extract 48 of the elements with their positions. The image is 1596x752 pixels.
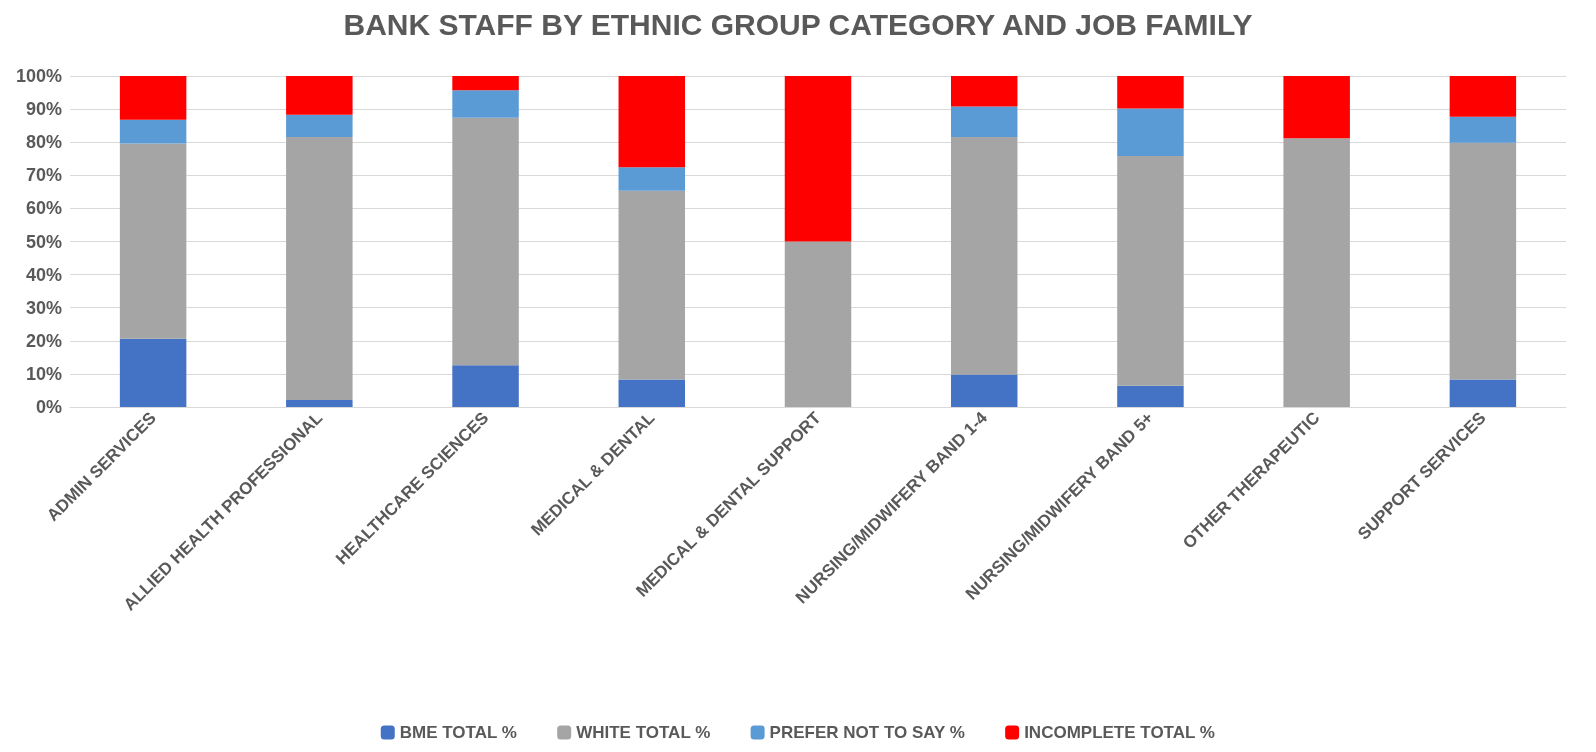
bar [119,76,187,120]
y-tick-label: 60% [25,198,62,219]
bar [1449,116,1517,143]
bar [452,117,519,366]
chart-title: BANK STAFF BY ETHNIC GROUP CATEGORY AND JOB FAMILY [343,7,1253,41]
y-tick-label: 70% [25,165,62,186]
bar [1117,156,1184,386]
bar [1449,76,1517,117]
bar [452,365,519,407]
bar [1449,142,1517,380]
bar [950,136,1018,375]
bar [618,76,686,168]
y-tick-label: 80% [25,132,62,153]
y-tick-label: 10% [25,363,62,384]
bar [119,338,187,407]
y-tick-label: 100% [15,66,62,86]
bar [1117,108,1184,157]
bar [1117,76,1184,109]
bar [286,136,353,401]
bar [286,400,353,407]
bar [1117,385,1184,407]
bar [1283,138,1350,407]
y-tick-label: 50% [25,231,62,252]
y-tick-label: 0% [35,397,62,417]
legend-label: PREFER NOT TO SAY % [769,723,965,742]
legend-label: WHITE TOTAL % [576,723,711,742]
bar [1449,379,1517,407]
y-tick-label: 20% [25,330,62,351]
bar [950,374,1018,407]
legend-label: BME TOTAL % [399,723,517,742]
bar [618,379,686,407]
bar [1283,76,1350,139]
y-tick-label: 90% [25,99,62,120]
bar [119,143,187,339]
bar [286,76,353,115]
bar [618,167,686,191]
bar [950,76,1018,107]
y-tick-label: 30% [25,297,62,318]
bar [784,241,852,407]
y-tick-label: 40% [25,264,62,285]
bar [286,114,353,137]
bar [119,119,187,144]
bar [950,106,1018,137]
legend-label: INCOMPLETE TOTAL % [1024,723,1215,742]
bar [452,76,519,91]
bar [452,90,519,118]
bar [618,190,686,380]
bar [784,76,852,242]
